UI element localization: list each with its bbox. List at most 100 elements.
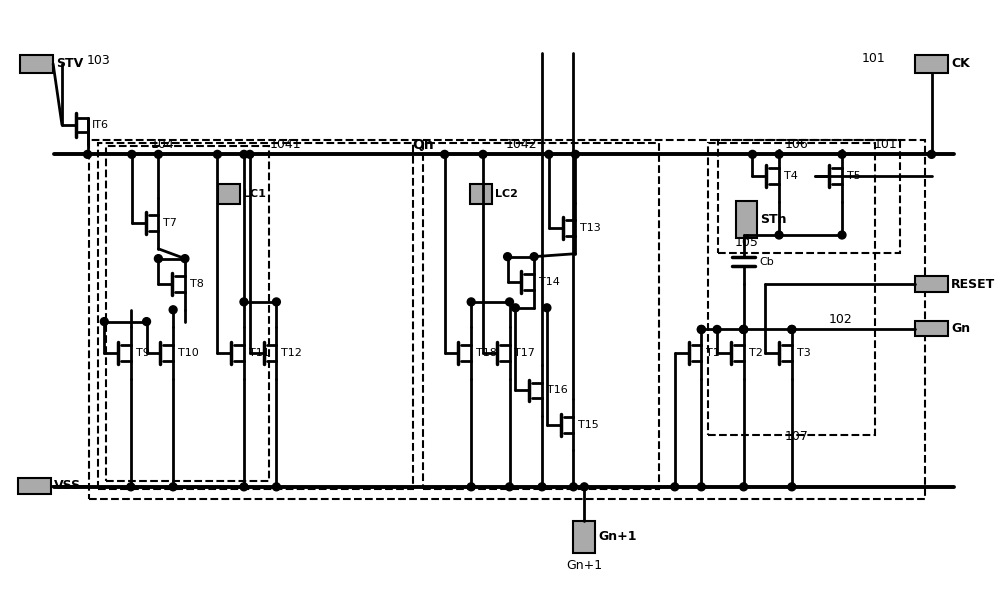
Bar	[915, 55, 948, 73]
Text: T17: T17	[514, 348, 535, 358]
Text: 101: 101	[873, 138, 897, 151]
Bar	[573, 522, 595, 553]
Circle shape	[788, 483, 796, 491]
Circle shape	[775, 150, 783, 158]
Bar	[218, 184, 240, 204]
Circle shape	[506, 483, 513, 491]
Text: RESET: RESET	[951, 278, 995, 291]
Circle shape	[713, 326, 721, 333]
Circle shape	[128, 150, 136, 158]
Circle shape	[272, 298, 280, 306]
Text: Gn+1: Gn+1	[598, 530, 637, 543]
Circle shape	[572, 150, 579, 158]
Circle shape	[740, 326, 748, 333]
Circle shape	[545, 150, 553, 158]
Bar	[915, 321, 948, 336]
Circle shape	[740, 326, 748, 333]
Circle shape	[775, 231, 783, 239]
Text: T10: T10	[178, 348, 199, 358]
Circle shape	[154, 150, 162, 158]
Circle shape	[740, 483, 748, 491]
Text: CK: CK	[951, 57, 970, 70]
Circle shape	[580, 483, 588, 491]
Bar	[423, 143, 659, 489]
Bar	[470, 184, 492, 204]
Text: Qn: Qn	[412, 137, 434, 152]
Circle shape	[928, 150, 935, 158]
Text: 103: 103	[86, 54, 110, 67]
Bar	[708, 143, 875, 435]
Text: T12: T12	[281, 348, 302, 358]
Circle shape	[240, 150, 248, 158]
Circle shape	[788, 326, 796, 333]
Text: T13: T13	[580, 223, 601, 233]
Bar	[736, 201, 757, 238]
Circle shape	[272, 483, 280, 491]
Circle shape	[740, 326, 748, 333]
Circle shape	[512, 304, 519, 312]
Circle shape	[543, 304, 551, 312]
Bar	[89, 140, 925, 498]
Circle shape	[838, 231, 846, 239]
Text: VSS: VSS	[54, 480, 81, 493]
Text: T8: T8	[190, 279, 204, 289]
Text: T5: T5	[847, 171, 861, 181]
Circle shape	[143, 318, 150, 326]
Text: T18: T18	[476, 348, 497, 358]
Text: T14: T14	[539, 277, 560, 287]
Circle shape	[788, 326, 796, 333]
Text: T3: T3	[797, 348, 811, 358]
Text: T11: T11	[249, 348, 270, 358]
Text: LC1: LC1	[243, 189, 266, 199]
Circle shape	[504, 253, 512, 260]
Text: STV: STV	[56, 57, 83, 70]
Text: STn: STn	[760, 213, 787, 226]
Bar	[98, 143, 413, 489]
Text: 104: 104	[150, 138, 174, 151]
Bar	[20, 55, 53, 73]
Text: T7: T7	[163, 218, 177, 228]
Circle shape	[538, 483, 546, 491]
Circle shape	[467, 483, 475, 491]
Text: Gn: Gn	[951, 322, 970, 335]
Circle shape	[570, 483, 577, 491]
Circle shape	[181, 255, 189, 263]
Circle shape	[697, 326, 705, 333]
Circle shape	[671, 483, 679, 491]
Text: 101: 101	[862, 53, 885, 66]
Circle shape	[154, 255, 162, 263]
Circle shape	[479, 150, 487, 158]
Circle shape	[530, 253, 538, 260]
Bar	[718, 140, 900, 253]
Text: T2: T2	[749, 348, 762, 358]
Circle shape	[467, 298, 475, 306]
Text: 105: 105	[735, 236, 759, 249]
Text: T4: T4	[784, 171, 798, 181]
Text: 106: 106	[785, 138, 809, 151]
Circle shape	[84, 150, 91, 158]
Circle shape	[240, 483, 248, 491]
Text: 1042: 1042	[506, 138, 537, 151]
Text: 102: 102	[829, 313, 853, 326]
Text: T15: T15	[578, 420, 599, 430]
Circle shape	[169, 306, 177, 314]
Circle shape	[169, 483, 177, 491]
Text: T1: T1	[706, 348, 720, 358]
Circle shape	[213, 150, 221, 158]
Circle shape	[749, 150, 756, 158]
Circle shape	[697, 326, 705, 333]
Bar	[915, 276, 948, 292]
Text: LC2: LC2	[495, 189, 518, 199]
Circle shape	[127, 483, 135, 491]
Circle shape	[240, 298, 248, 306]
Text: T9: T9	[136, 348, 150, 358]
Circle shape	[246, 150, 254, 158]
Text: T16: T16	[547, 385, 568, 395]
Circle shape	[441, 150, 449, 158]
Circle shape	[697, 483, 705, 491]
Circle shape	[838, 150, 846, 158]
Text: Gn+1: Gn+1	[566, 559, 602, 572]
Text: 107: 107	[785, 430, 809, 443]
Circle shape	[506, 298, 513, 306]
Bar	[106, 146, 269, 481]
